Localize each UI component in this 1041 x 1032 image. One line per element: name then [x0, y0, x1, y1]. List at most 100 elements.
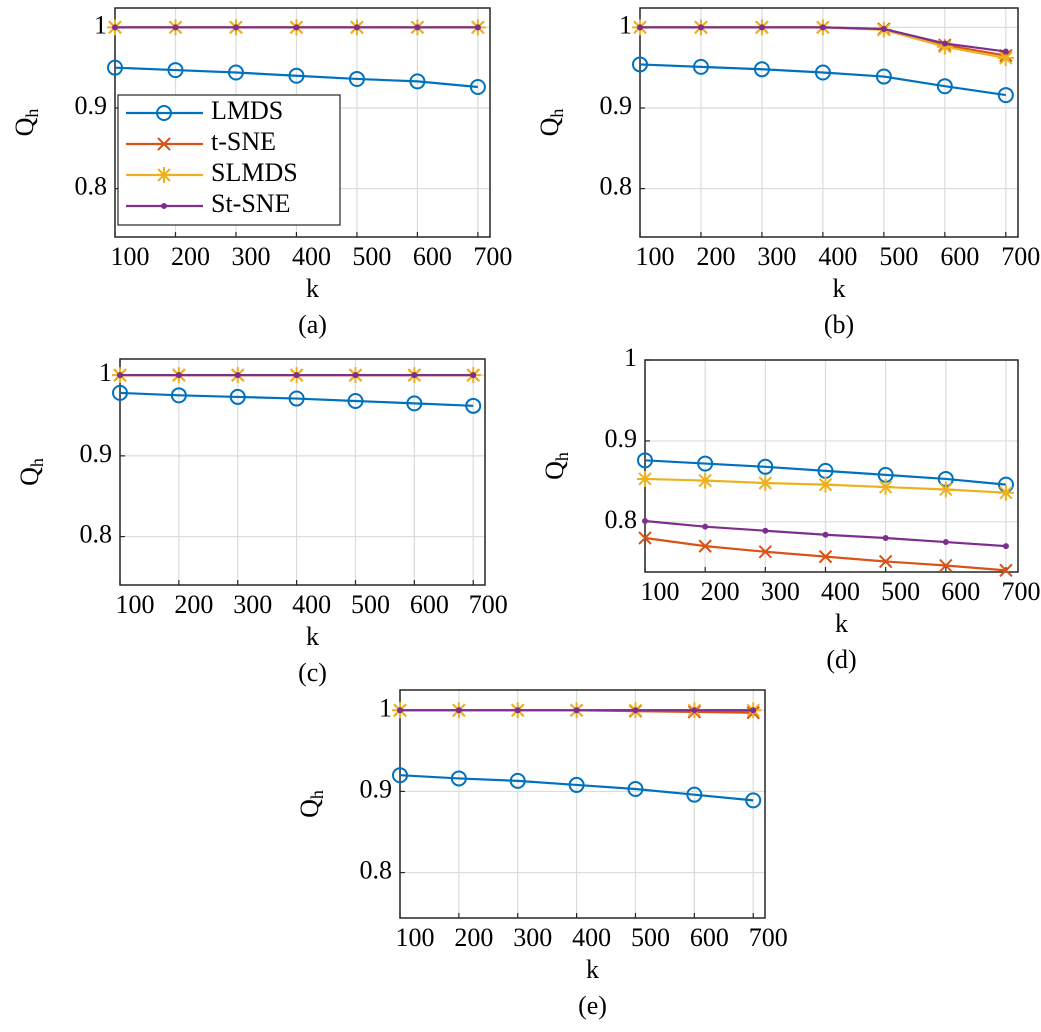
x-tick-label: 600 [941, 577, 980, 606]
marker [818, 549, 833, 564]
x-tick-label: 100 [111, 242, 150, 271]
plot-area [120, 359, 485, 585]
marker [692, 58, 709, 75]
x-tick-label: 200 [696, 242, 735, 271]
y-axis-label-subscript: h [22, 109, 42, 118]
x-tick-label: 700 [1001, 242, 1040, 271]
marker [347, 392, 364, 409]
x-tick-label: 100 [116, 590, 155, 619]
legend-marker [156, 105, 172, 121]
marker [697, 455, 714, 472]
axes-frame [119, 358, 486, 586]
marker [406, 395, 423, 412]
legend-label: SLMDS [211, 158, 298, 187]
marker [107, 59, 123, 76]
x-tick-label: 200 [454, 923, 493, 952]
marker [878, 554, 893, 569]
marker [941, 40, 948, 47]
x-tick-label: 400 [821, 577, 860, 606]
x-tick-label: 500 [631, 923, 670, 952]
marker [293, 24, 300, 31]
series-line [644, 459, 1007, 486]
marker [642, 518, 648, 525]
marker [757, 474, 774, 491]
x-tick-label: 700 [749, 923, 788, 952]
x-tick-label: 500 [879, 242, 918, 271]
marker [232, 24, 239, 31]
marker [745, 792, 762, 809]
marker [1002, 48, 1009, 55]
marker [942, 539, 949, 546]
marker [568, 776, 585, 793]
marker [698, 539, 712, 553]
marker [880, 25, 887, 32]
marker [686, 786, 703, 803]
x-axis-label: k [586, 955, 599, 984]
marker [882, 535, 889, 542]
legend-label: St-SNE [211, 189, 290, 218]
marker [234, 372, 241, 379]
marker [450, 770, 467, 787]
marker [937, 481, 954, 498]
marker [637, 24, 643, 31]
legend-marker [157, 137, 171, 151]
legend-marker [156, 167, 172, 183]
marker [470, 372, 477, 379]
x-axis-label: k [835, 609, 848, 638]
marker [822, 531, 829, 538]
x-tick-label: 400 [292, 590, 331, 619]
marker [819, 24, 826, 31]
axes-frame [114, 7, 491, 238]
y-tick-label: 0.9 [75, 91, 108, 120]
marker [414, 24, 421, 31]
x-tick-label: 500 [352, 242, 391, 271]
x-tick-label: 600 [413, 242, 452, 271]
marker [293, 372, 300, 379]
marker [936, 78, 953, 95]
y-tick-label: 0.8 [600, 172, 633, 201]
marker [997, 484, 1014, 501]
axes-frame [639, 7, 1019, 238]
x-tick-label: 200 [171, 242, 210, 271]
x-tick-label: 300 [761, 577, 800, 606]
x-tick-label: 400 [818, 242, 857, 271]
x-tick-label: 200 [701, 577, 740, 606]
marker [227, 64, 244, 81]
x-tick-label: 500 [351, 590, 390, 619]
marker [697, 472, 714, 489]
y-tick-label: 0.8 [605, 505, 638, 534]
y-axis-label-subscript: h [547, 109, 567, 118]
marker [632, 56, 648, 73]
y-tick-label: 0.9 [80, 439, 113, 468]
chart-panel: 100 200 300 400 500 600 700 0.8 0.9 1 k (a) Qh LMDSt-… [10, 7, 512, 339]
y-axis-label-main: Q [15, 467, 44, 486]
marker [637, 470, 653, 487]
y-axis-label: Qh [540, 452, 572, 480]
x-axis-label: k [833, 274, 846, 303]
marker [514, 707, 521, 714]
series-line [114, 66, 479, 89]
x-tick-label: 100 [636, 242, 675, 271]
legend-label: t-SNE [211, 127, 276, 156]
x-tick-label: 100 [396, 923, 435, 952]
axes-frame [399, 689, 766, 919]
x-tick-label: 400 [292, 242, 331, 271]
y-axis-label: Qh [535, 109, 567, 137]
marker [638, 531, 652, 545]
y-tick-label: 0.9 [360, 774, 393, 803]
y-tick-label: 1 [94, 10, 107, 39]
x-tick-label: 700 [473, 242, 512, 271]
marker [455, 707, 462, 714]
x-tick-label: 600 [410, 590, 449, 619]
marker [411, 372, 418, 379]
marker [627, 780, 644, 797]
y-axis-label-subscript: h [27, 458, 47, 467]
caption: (a) [298, 310, 327, 339]
marker [392, 767, 408, 784]
caption: (d) [826, 645, 856, 674]
y-tick-label: 0.9 [605, 424, 638, 453]
axes-frame [644, 359, 1019, 573]
x-tick-label: 300 [233, 590, 272, 619]
marker [814, 64, 831, 81]
series-line [399, 774, 754, 802]
